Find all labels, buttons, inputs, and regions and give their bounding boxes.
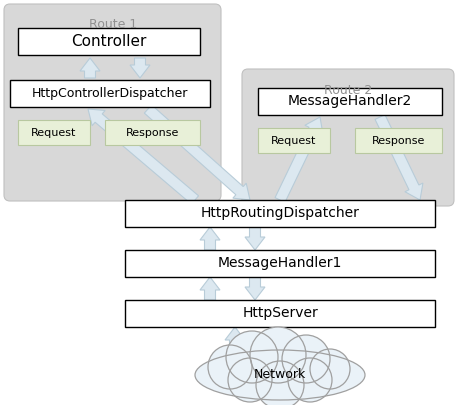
Circle shape	[256, 361, 304, 405]
Circle shape	[228, 358, 272, 402]
Text: Route 1: Route 1	[89, 19, 137, 32]
Polygon shape	[245, 227, 265, 250]
Bar	[18, 28, 200, 55]
Text: MessageHandler2: MessageHandler2	[288, 94, 412, 109]
Circle shape	[250, 327, 306, 383]
FancyBboxPatch shape	[4, 4, 221, 201]
Bar	[125, 200, 435, 227]
Bar	[258, 128, 330, 153]
Polygon shape	[275, 117, 323, 202]
Text: Controller: Controller	[71, 34, 147, 49]
Bar	[18, 120, 90, 145]
Text: Request: Request	[31, 128, 76, 138]
Polygon shape	[200, 227, 220, 250]
Text: HttpRoutingDispatcher: HttpRoutingDispatcher	[201, 207, 360, 220]
Circle shape	[226, 331, 278, 383]
Polygon shape	[200, 277, 220, 300]
Bar	[10, 80, 210, 107]
Polygon shape	[375, 115, 423, 200]
Polygon shape	[245, 277, 265, 300]
Text: HttpServer: HttpServer	[242, 307, 318, 320]
Bar	[105, 120, 200, 145]
Bar	[125, 250, 435, 277]
Circle shape	[310, 349, 350, 389]
Polygon shape	[80, 58, 100, 78]
Ellipse shape	[195, 350, 365, 400]
Text: Response: Response	[126, 128, 179, 138]
Polygon shape	[144, 105, 250, 200]
Circle shape	[282, 335, 330, 383]
Text: Network: Network	[254, 369, 306, 382]
Polygon shape	[225, 327, 245, 345]
Bar	[355, 128, 442, 153]
Circle shape	[208, 345, 252, 389]
Text: Route 2: Route 2	[324, 83, 372, 96]
Text: Response: Response	[372, 136, 425, 145]
Bar	[258, 88, 442, 115]
Text: MessageHandler1: MessageHandler1	[218, 256, 342, 271]
Polygon shape	[130, 58, 150, 78]
FancyBboxPatch shape	[242, 69, 454, 206]
Text: Request: Request	[271, 136, 316, 145]
Polygon shape	[88, 109, 199, 204]
Bar	[125, 300, 435, 327]
Circle shape	[288, 358, 332, 402]
Polygon shape	[270, 327, 290, 358]
Text: HttpControllerDispatcher: HttpControllerDispatcher	[32, 87, 188, 100]
